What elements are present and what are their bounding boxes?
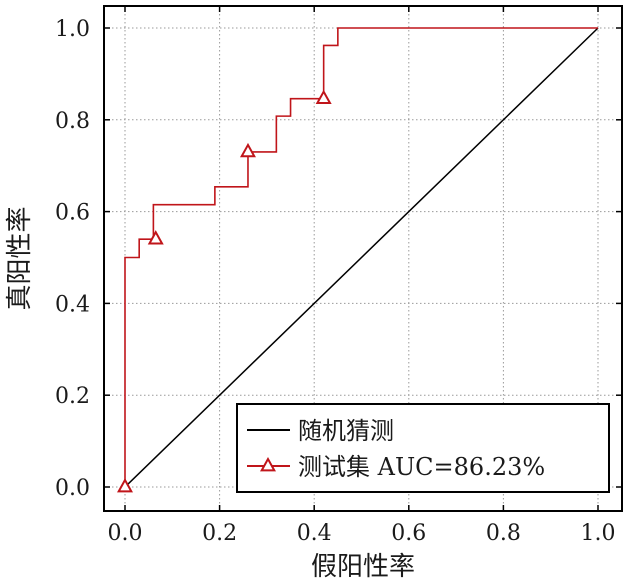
x-tick-label: 0.0 (108, 521, 143, 546)
y-tick-label: 1.0 (55, 17, 90, 42)
roc-markers (117, 89, 332, 493)
roc-point-marker (315, 89, 332, 105)
legend-box (236, 403, 610, 493)
x-tick-label: 0.2 (202, 521, 237, 546)
y-tick-label: 0.4 (55, 292, 90, 317)
legend-label-test-set: 测试集 AUC=86.23% (298, 453, 545, 481)
roc-point-marker (239, 142, 256, 158)
y-tick-label: 0.0 (55, 476, 90, 501)
y-tick-label: 0.2 (55, 384, 90, 409)
series-random-guess (124, 27, 599, 488)
x-tick-label: 0.6 (391, 521, 426, 546)
legend-label-random-guess: 随机猜测 (298, 417, 394, 445)
y-tick-label: 0.8 (55, 109, 90, 134)
y-tick-label: 0.6 (55, 201, 90, 226)
x-axis-title: 假阳性率 (311, 552, 415, 582)
plot-frame (103, 5, 623, 512)
legend-triangle-icon (260, 456, 276, 472)
random-guess-line (124, 27, 599, 488)
y-axis-title: 真阳性率 (5, 206, 35, 310)
x-tick-label: 0.4 (297, 521, 332, 546)
roc-point-marker (147, 230, 164, 245)
x-tick-label: 1.0 (581, 521, 616, 546)
axis-ticks: 0.0 0.2 0.4 0.6 0.8 1.0 0.0 0.2 0.4 0.6 0.8 1.0 (55, 6, 622, 546)
legend: 随机猜测 测试集 AUC=86.23% (236, 403, 610, 493)
x-tick-label: 0.8 (486, 521, 521, 546)
roc-point-marker (117, 477, 133, 493)
